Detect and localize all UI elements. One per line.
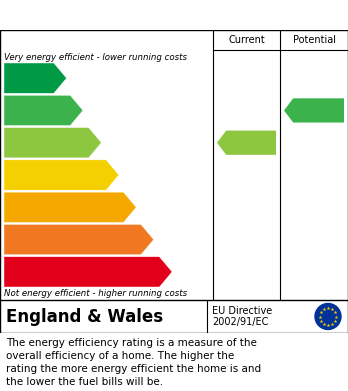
Text: B: B	[71, 104, 82, 117]
Text: EU Directive: EU Directive	[212, 305, 272, 316]
Text: England & Wales: England & Wales	[6, 307, 163, 325]
Text: Not energy efficient - higher running costs: Not energy efficient - higher running co…	[4, 289, 187, 298]
Text: (1-20): (1-20)	[7, 267, 33, 276]
Text: A: A	[55, 71, 65, 85]
Text: (81-91): (81-91)	[7, 106, 39, 115]
Text: E: E	[125, 200, 135, 214]
Text: C: C	[90, 136, 100, 150]
Polygon shape	[4, 160, 119, 190]
Text: F: F	[143, 233, 152, 247]
Polygon shape	[4, 127, 101, 158]
Text: Potential: Potential	[293, 35, 335, 45]
Text: overall efficiency of a home. The higher the: overall efficiency of a home. The higher…	[6, 351, 234, 361]
Text: The energy efficiency rating is a measure of the: The energy efficiency rating is a measur…	[6, 338, 257, 348]
Text: (69-80): (69-80)	[7, 138, 39, 147]
Polygon shape	[4, 63, 66, 93]
Polygon shape	[284, 98, 344, 122]
Polygon shape	[217, 131, 276, 155]
Text: 86: 86	[311, 104, 328, 117]
Polygon shape	[4, 224, 154, 255]
Text: 2002/91/EC: 2002/91/EC	[212, 317, 268, 327]
Text: D: D	[107, 168, 118, 182]
Polygon shape	[4, 192, 136, 222]
Circle shape	[315, 303, 341, 330]
Text: 73: 73	[243, 136, 261, 149]
Text: (55-68): (55-68)	[7, 170, 39, 179]
Text: Very energy efficient - lower running costs: Very energy efficient - lower running co…	[4, 53, 187, 62]
Text: (39-54): (39-54)	[7, 203, 39, 212]
Text: Energy Efficiency Rating: Energy Efficiency Rating	[8, 7, 218, 23]
Text: (92-100): (92-100)	[7, 74, 44, 83]
Polygon shape	[4, 257, 172, 287]
Text: G: G	[160, 265, 172, 279]
Polygon shape	[4, 95, 83, 126]
Text: (21-38): (21-38)	[7, 235, 39, 244]
Text: the lower the fuel bills will be.: the lower the fuel bills will be.	[6, 377, 163, 387]
Text: Current: Current	[228, 35, 265, 45]
Text: rating the more energy efficient the home is and: rating the more energy efficient the hom…	[6, 364, 261, 374]
